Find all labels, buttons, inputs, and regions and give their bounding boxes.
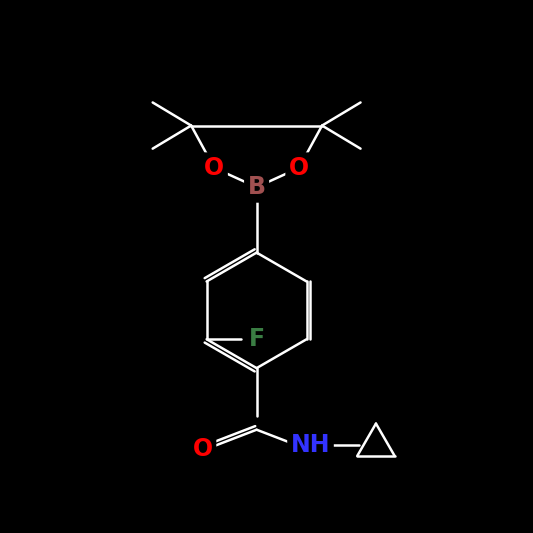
- Text: O: O: [204, 156, 224, 180]
- Text: NH: NH: [291, 433, 330, 457]
- Text: O: O: [289, 156, 309, 180]
- Text: B: B: [248, 175, 265, 199]
- Text: F: F: [248, 327, 265, 351]
- Text: O: O: [192, 437, 213, 461]
